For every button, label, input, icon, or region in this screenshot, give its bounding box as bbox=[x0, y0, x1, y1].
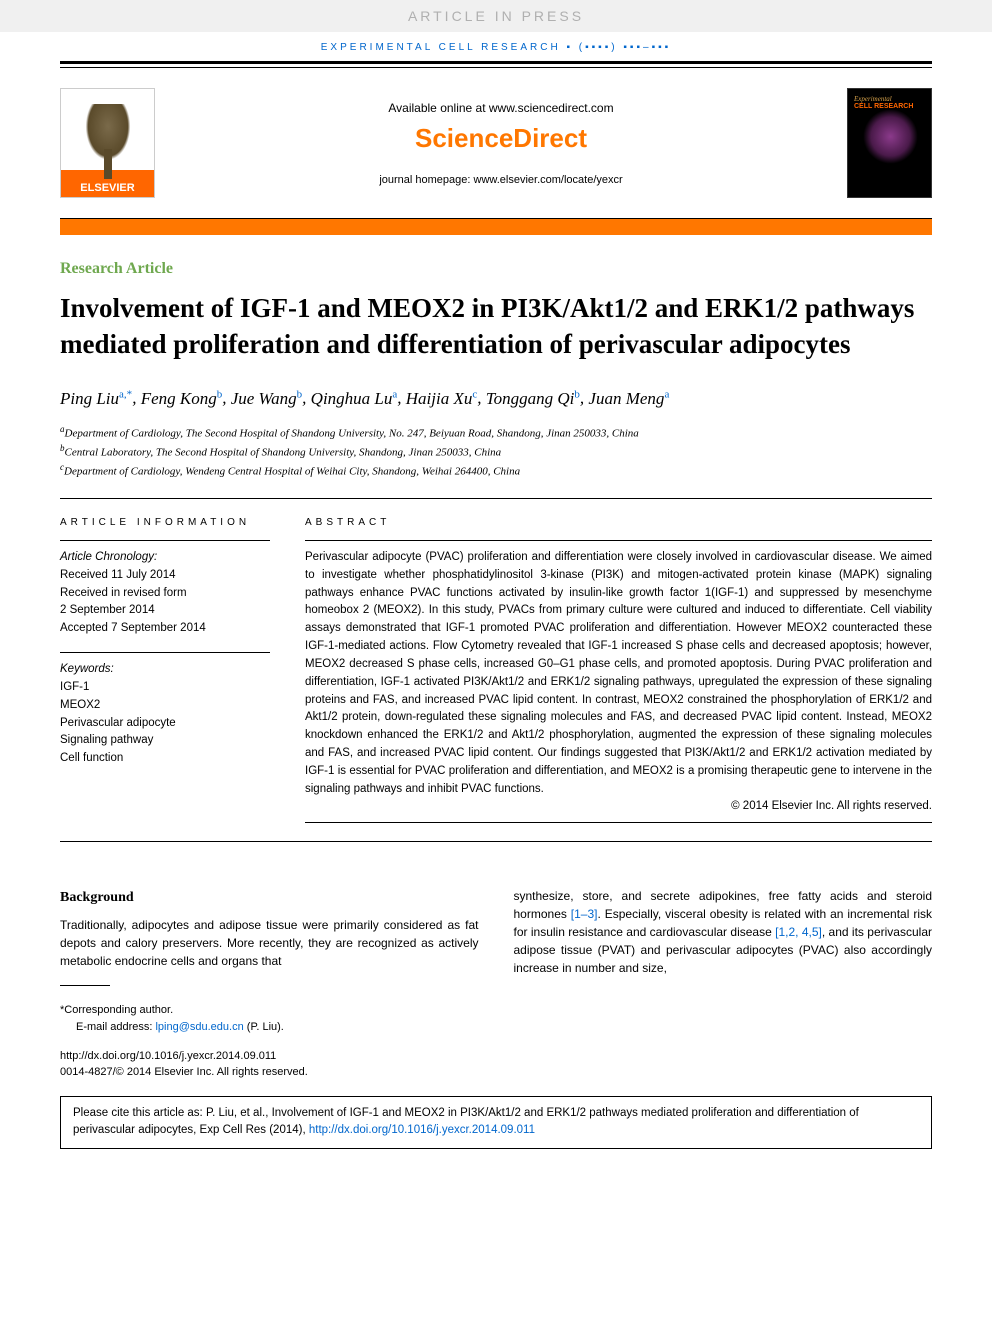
article-title: Involvement of IGF-1 and MEOX2 in PI3K/A… bbox=[60, 290, 932, 363]
citation-link[interactable]: [1–3] bbox=[571, 907, 598, 921]
keyword: MEOX2 bbox=[60, 697, 270, 715]
email-label: E-mail address: bbox=[76, 1021, 155, 1033]
header-center: Available online at www.sciencedirect.co… bbox=[155, 101, 847, 186]
journal-cover-thumbnail[interactable]: Experimental CELL RESEARCH bbox=[847, 88, 932, 198]
corresponding-author-label: *Corresponding author. bbox=[60, 1002, 932, 1019]
abstract-heading: ABSTRACT bbox=[305, 517, 932, 528]
citation-box: Please cite this article as: P. Liu, et … bbox=[60, 1096, 932, 1149]
cover-title: Experimental bbox=[854, 95, 892, 103]
received-date: Received 11 July 2014 bbox=[60, 567, 270, 585]
authors-list: Ping Liua,*, Feng Kongb, Jue Wangb, Qing… bbox=[60, 388, 932, 409]
cover-subtitle: CELL RESEARCH bbox=[854, 103, 913, 110]
chronology-label: Article Chronology: bbox=[60, 549, 270, 567]
keyword: Cell function bbox=[60, 750, 270, 768]
abstract-text: Perivascular adipocyte (PVAC) proliferat… bbox=[305, 549, 932, 798]
divider bbox=[305, 822, 932, 823]
divider bbox=[60, 841, 932, 842]
divider bbox=[60, 985, 110, 986]
affiliation: cDepartment of Cardiology, Wendeng Centr… bbox=[60, 461, 932, 480]
doi-block: http://dx.doi.org/10.1016/j.yexcr.2014.0… bbox=[60, 1049, 932, 1080]
abstract-column: ABSTRACT Perivascular adipocyte (PVAC) p… bbox=[305, 517, 932, 831]
affiliation: aDepartment of Cardiology, The Second Ho… bbox=[60, 423, 932, 442]
keyword: Signaling pathway bbox=[60, 732, 270, 750]
author[interactable]: Juan Menga bbox=[588, 389, 669, 408]
article-type-label: Research Article bbox=[60, 260, 932, 278]
affiliations-list: aDepartment of Cardiology, The Second Ho… bbox=[60, 423, 932, 480]
info-abstract-row: ARTICLE INFORMATION Article Chronology: … bbox=[60, 517, 932, 831]
accepted-date: Accepted 7 September 2014 bbox=[60, 620, 270, 638]
background-heading: Background bbox=[60, 887, 479, 908]
email-link[interactable]: lping@sdu.edu.cn bbox=[155, 1021, 243, 1033]
divider bbox=[60, 498, 932, 499]
available-online-text: Available online at www.sciencedirect.co… bbox=[155, 101, 847, 115]
keyword: Perivascular adipocyte bbox=[60, 715, 270, 733]
elsevier-tree-icon bbox=[73, 104, 143, 179]
divider bbox=[60, 61, 932, 64]
author[interactable]: Qinghua Lua bbox=[311, 389, 398, 408]
body-column-right: synthesize, store, and secrete adipokine… bbox=[514, 887, 933, 977]
keywords-label: Keywords: bbox=[60, 661, 270, 679]
doi-url[interactable]: http://dx.doi.org/10.1016/j.yexcr.2014.0… bbox=[60, 1049, 932, 1064]
journal-homepage-text: journal homepage: www.elsevier.com/locat… bbox=[155, 174, 847, 186]
divider bbox=[60, 652, 270, 653]
article-in-press-banner: ARTICLE IN PRESS bbox=[0, 0, 992, 32]
issn-copyright: 0014-4827/© 2014 Elsevier Inc. All right… bbox=[60, 1065, 932, 1080]
copyright-line: © 2014 Elsevier Inc. All rights reserved… bbox=[305, 800, 932, 812]
orange-accent-bar bbox=[60, 219, 932, 235]
author[interactable]: Ping Liua,* bbox=[60, 389, 132, 408]
keyword: IGF-1 bbox=[60, 679, 270, 697]
body-columns: Background Traditionally, adipocytes and… bbox=[60, 887, 932, 977]
revised-date: Received in revised form bbox=[60, 585, 270, 603]
author[interactable]: Tonggang Qib bbox=[486, 389, 580, 408]
body-text: Traditionally, adipocytes and adipose ti… bbox=[60, 918, 479, 968]
body-column-left: Background Traditionally, adipocytes and… bbox=[60, 887, 479, 977]
affiliation: bCentral Laboratory, The Second Hospital… bbox=[60, 442, 932, 461]
elsevier-label: ELSEVIER bbox=[80, 179, 134, 197]
revised-date: 2 September 2014 bbox=[60, 602, 270, 620]
citation-link[interactable]: 4,5] bbox=[802, 925, 822, 939]
author[interactable]: Haijia Xuc bbox=[406, 389, 477, 408]
author[interactable]: Feng Kongb bbox=[141, 389, 223, 408]
divider bbox=[305, 540, 932, 541]
citation-doi-link[interactable]: http://dx.doi.org/10.1016/j.yexcr.2014.0… bbox=[309, 1124, 535, 1136]
author[interactable]: Jue Wangb bbox=[231, 389, 302, 408]
sciencedirect-logo[interactable]: ScienceDirect bbox=[155, 123, 847, 154]
email-suffix: (P. Liu). bbox=[244, 1021, 284, 1033]
corresponding-author-footer: *Corresponding author. E-mail address: l… bbox=[60, 1002, 932, 1035]
article-info-column: ARTICLE INFORMATION Article Chronology: … bbox=[60, 517, 270, 831]
citation-link[interactable]: [1,2, bbox=[775, 925, 798, 939]
journal-reference: EXPERIMENTAL CELL RESEARCH ▪ (▪▪▪▪) ▪▪▪–… bbox=[60, 42, 932, 53]
article-info-heading: ARTICLE INFORMATION bbox=[60, 517, 270, 528]
elsevier-logo[interactable]: ELSEVIER bbox=[60, 88, 155, 198]
divider bbox=[60, 540, 270, 541]
publisher-header: ELSEVIER Available online at www.science… bbox=[60, 68, 932, 218]
